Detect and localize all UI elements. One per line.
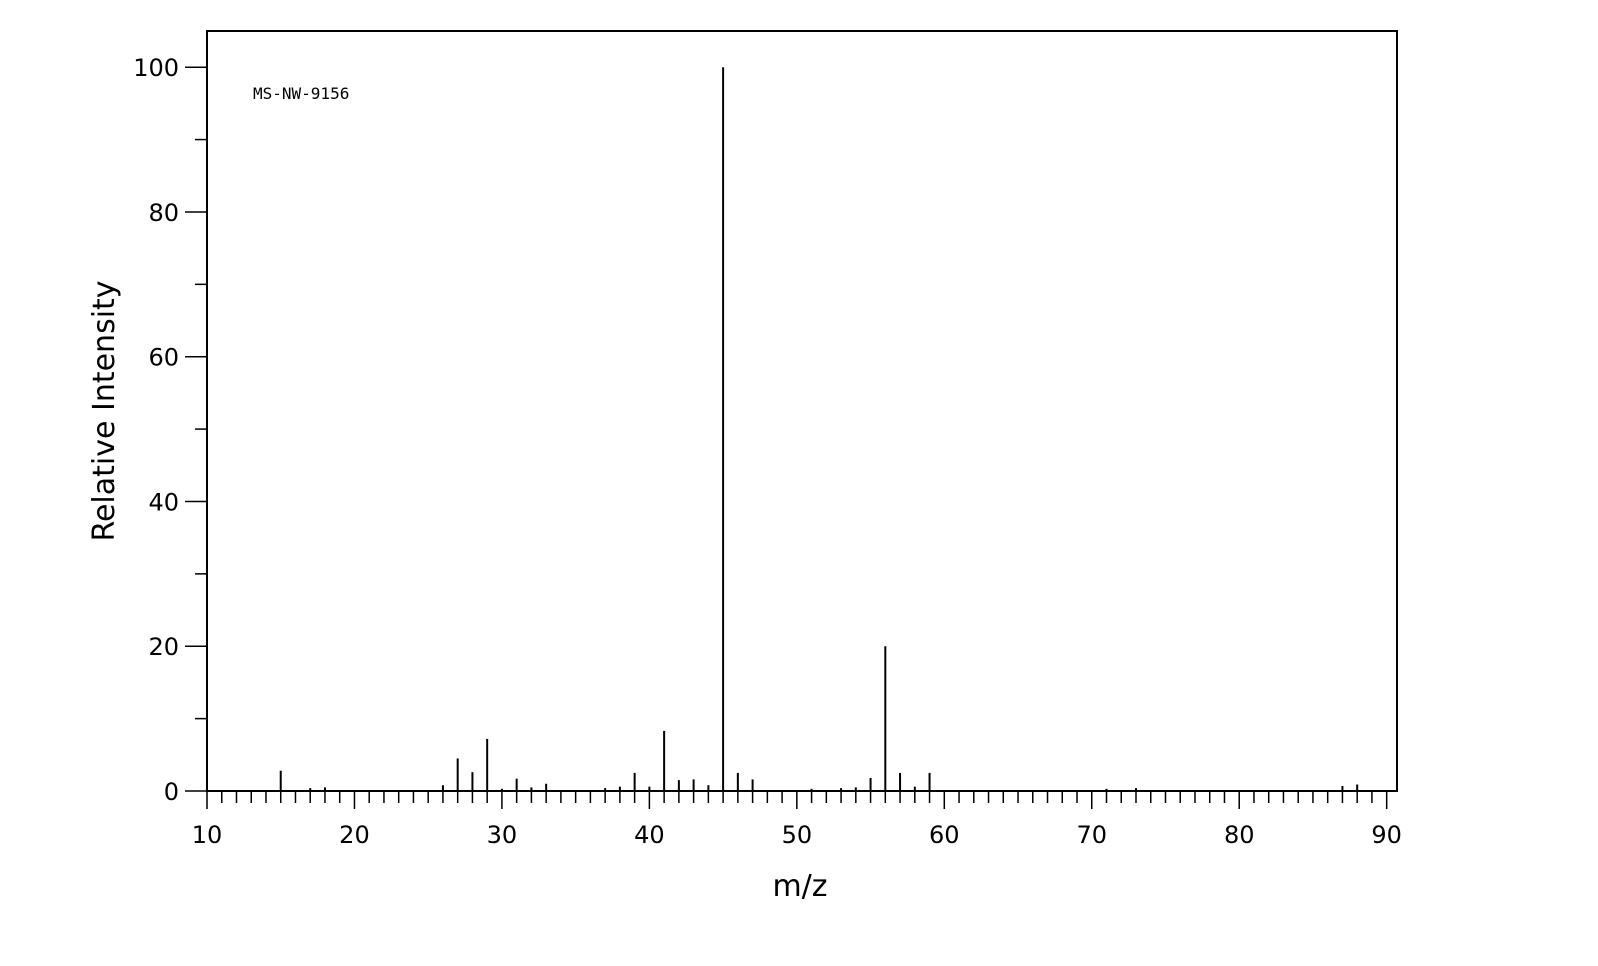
y-axis-title: Relative Intensity [87,280,122,541]
y-tick-label: 40 [148,488,179,516]
x-tick-label: 90 [1371,821,1402,849]
y-tick-label: 80 [148,199,179,227]
y-axis-ticks: 0 20 40 60 80 100 [133,54,207,806]
x-tick-label: 50 [782,821,813,849]
x-tick-label: 20 [339,821,370,849]
y-tick-label: 0 [164,778,179,806]
x-axis-title: m/z [772,869,827,904]
y-tick-label: 20 [148,633,179,661]
peak-group [279,67,1359,791]
x-tick-label: 40 [634,821,665,849]
x-tick-label: 60 [929,821,960,849]
x-axis-ticks: 10 20 30 40 50 60 70 80 90 [192,791,1402,849]
y-tick-label: 100 [133,54,179,82]
y-tick-label: 60 [148,344,179,372]
spectrum-id-annotation: MS-NW-9156 [253,84,349,103]
x-tick-label: 80 [1224,821,1255,849]
x-tick-label: 30 [487,821,518,849]
x-tick-label: 10 [192,821,223,849]
x-tick-label: 70 [1076,821,1107,849]
plot-frame [206,30,1398,792]
